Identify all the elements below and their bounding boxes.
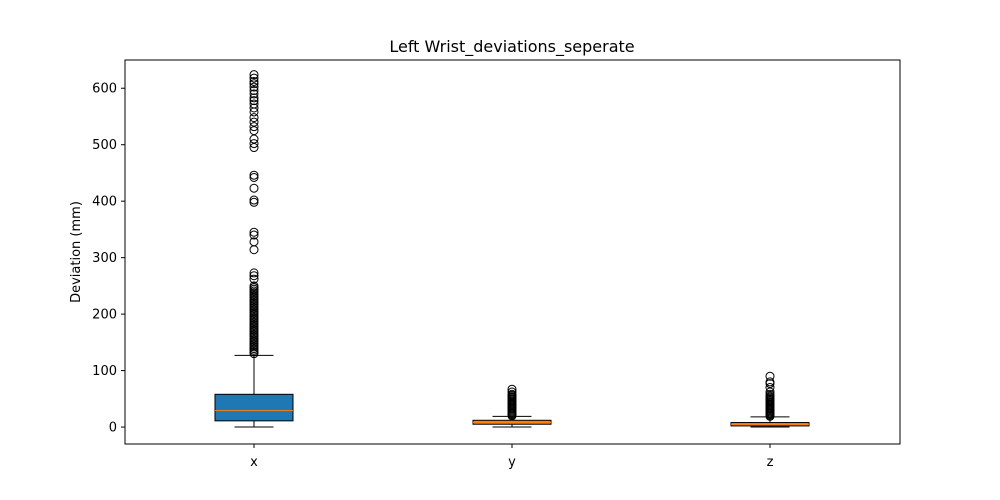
plot-frame [124,59,901,445]
outlier-point [249,197,259,207]
y-tick-label: 100 [92,364,117,379]
outlier-point [249,172,259,182]
plot-area [214,70,810,428]
outlier-point [249,134,259,144]
outlier-point [249,237,259,247]
outlier-point [249,85,259,95]
outlier-point [765,377,775,387]
box-z [730,371,810,428]
outlier-point [249,76,259,86]
outlier-point [765,383,775,393]
outlier-point [249,281,259,291]
y-tick-label: 0 [109,421,117,436]
outlier-point [507,389,517,399]
outlier-point [765,389,775,399]
y-tick-label: 600 [92,82,117,97]
outlier-point [249,79,259,89]
outlier-point [507,384,517,394]
outlier-point [249,103,259,113]
y-tick-label: 400 [92,195,117,210]
chart-title: Left Wrist_deviations_seperate [389,37,634,57]
outlier-point [249,227,259,237]
y-tick-label: 300 [92,251,117,266]
outlier-point [507,387,517,397]
outlier-point [249,230,259,240]
outlier-point [249,183,259,193]
x-axis: x y z [250,444,774,470]
outlier-point [249,70,259,80]
outlier-point [249,245,259,255]
box-x [214,70,294,428]
x-tick-label: z [767,455,774,470]
outlier-point [765,371,775,381]
outlier-point [249,195,259,205]
y-axis: 0 100 200 300 400 500 600 [92,82,125,436]
y-tick-label: 200 [92,308,117,323]
outlier-point [249,93,259,103]
y-axis-label: Deviation (mm) [69,201,84,303]
outlier-point [249,170,259,180]
outlier-point [249,139,259,149]
outlier-point [249,271,259,281]
outlier-point [249,113,259,123]
outlier-point [249,122,259,132]
outlier-point [249,73,259,83]
outlier-point [249,274,259,284]
x-tick-label: y [508,455,516,470]
box-iqr [214,393,294,422]
outlier-point [249,99,259,109]
box-y [472,384,552,428]
outlier-point [249,82,259,92]
x-tick-label: x [250,455,258,470]
y-tick-label: 500 [92,138,117,153]
outlier-point [249,96,259,106]
outlier-point [249,117,259,127]
outlier-point [249,89,259,99]
outlier-point [249,268,259,278]
